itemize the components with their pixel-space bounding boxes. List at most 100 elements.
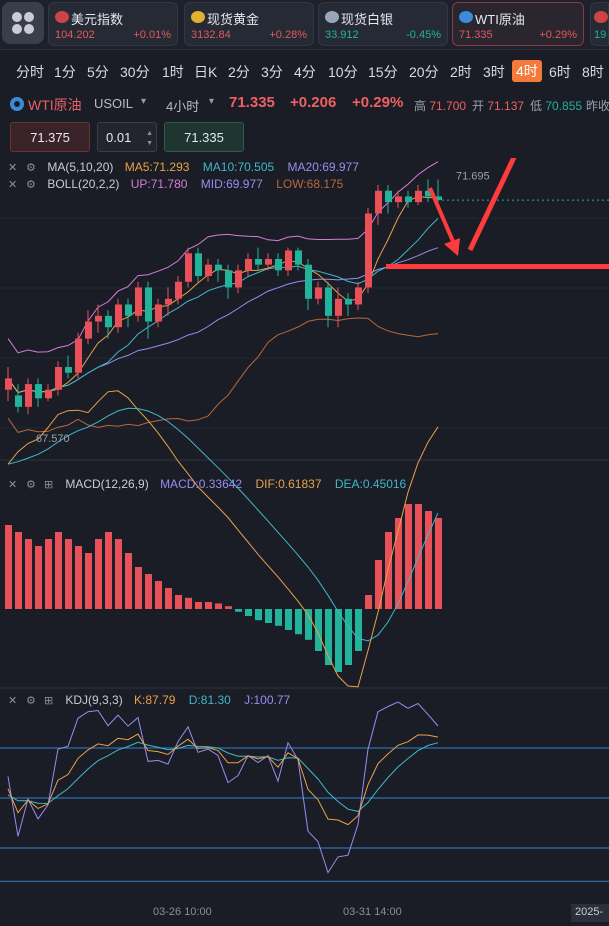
tab-10m[interactable]: 10分 [328, 64, 358, 80]
sell-price-box[interactable]: 71.375 [10, 122, 90, 152]
candle-body [395, 196, 402, 203]
macd-bar [385, 532, 392, 609]
close-icon[interactable]: ✕ [8, 695, 18, 707]
candle-body [235, 270, 242, 288]
macd-bar [315, 609, 322, 651]
boll-lower-line [7, 317, 439, 433]
candle-body [85, 321, 92, 339]
tab-daily[interactable]: 日K [194, 64, 218, 80]
candle-body [195, 253, 202, 277]
candle-body [245, 258, 252, 271]
tab-2h[interactable]: 2时 [450, 64, 472, 80]
quote-card-silver[interactable]: 现货白银 33.912 -0.45% [318, 2, 448, 46]
gear-icon[interactable]: ⚙ [26, 162, 36, 174]
quantity-stepper[interactable]: 0.01 ▲ ▼ [97, 122, 157, 152]
quantity-value[interactable]: 0.01 [106, 129, 132, 145]
candle-body [225, 270, 232, 288]
macd-bar [5, 525, 12, 609]
low-price: 低 70.855 [530, 99, 583, 113]
candle-body [155, 304, 162, 322]
quote-price: 71.335 [459, 29, 493, 41]
quote-price: 104.202 [55, 29, 95, 41]
candle-body [205, 264, 212, 277]
tab-20m[interactable]: 20分 [409, 64, 439, 80]
tab-4m[interactable]: 4分 [294, 64, 316, 80]
close-icon[interactable]: ✕ [8, 179, 18, 191]
quote-name: 美元指数 [71, 12, 124, 27]
candle-body [295, 250, 302, 265]
gear-icon[interactable]: ⚙ [26, 179, 36, 191]
interval-label[interactable]: 4小时 [166, 99, 200, 114]
candle-body [5, 378, 12, 390]
tab-timeshare[interactable]: 分时 [16, 64, 44, 80]
candle-body [145, 287, 152, 322]
candle-body [65, 367, 72, 373]
tab-5m[interactable]: 5分 [87, 64, 109, 80]
kdj-legend: ✕ ⚙ ⊞ KDJ(9,3,3) K:87.79 D:81.30 J:100.77 [8, 693, 300, 709]
decrease-icon[interactable]: ▼ [146, 140, 153, 147]
gear-icon[interactable]: ⚙ [26, 695, 36, 707]
tab-4h[interactable]: 4时 [512, 60, 542, 82]
increase-icon[interactable]: ▲ [146, 130, 153, 137]
symbol-code[interactable]: USOIL [94, 96, 134, 111]
quote-card-next[interactable]: 19 [590, 2, 609, 46]
ma10-value: MA10:70.505 [202, 160, 275, 174]
buy-price-box[interactable]: 71.335 [164, 122, 244, 152]
macd-bar [245, 609, 252, 616]
kline-chart[interactable]: 71.695 67.570 [0, 158, 609, 906]
ma-legend: ✕ ⚙ MA(5,10,20) MA5:71.293 MA10:70.505 MA… [8, 160, 369, 176]
tab-3m[interactable]: 3分 [261, 64, 283, 80]
quote-card-usd-index[interactable]: 美元指数 104.202 +0.01% [48, 2, 178, 46]
tab-30m[interactable]: 30分 [120, 64, 150, 80]
ma5-value: MA5:71.293 [124, 160, 190, 174]
quote-card-wti[interactable]: WTI原油 71.335 +0.29% [452, 2, 584, 46]
chevron-down-icon[interactable]: ▾ [141, 96, 147, 107]
candle-body [265, 258, 272, 265]
candle-body [385, 190, 392, 203]
candle-body [165, 298, 172, 305]
quote-name: 现货黄金 [207, 12, 260, 27]
j-value: J:100.77 [244, 693, 291, 707]
close-icon[interactable]: ✕ [8, 162, 18, 174]
dif-line [7, 390, 439, 688]
d-value: D:81.30 [188, 693, 231, 707]
chevron-down-icon[interactable]: ▾ [209, 96, 215, 107]
tab-3h[interactable]: 3时 [483, 64, 505, 80]
quote-price: 3132.84 [191, 29, 231, 41]
expand-icon[interactable]: ⊞ [44, 695, 54, 707]
candle-body [185, 253, 192, 282]
candle-body [125, 304, 132, 316]
tab-8h[interactable]: 8时 [582, 64, 604, 80]
quote-change: +0.01% [133, 29, 171, 41]
tab-6h[interactable]: 6时 [549, 64, 571, 80]
candle-body [435, 196, 442, 201]
dea-line [7, 407, 439, 642]
candle-body [255, 258, 262, 265]
close-icon[interactable]: ✕ [8, 479, 18, 491]
macd-bar [265, 609, 272, 623]
symbol-name[interactable]: WTI原油 [28, 97, 82, 113]
candle-body [135, 287, 142, 316]
gear-icon[interactable]: ⚙ [26, 479, 36, 491]
tab-2m[interactable]: 2分 [228, 64, 250, 80]
arrow-annotation [467, 158, 517, 252]
menu-icon[interactable] [2, 2, 44, 44]
prev-close: 昨收 [586, 99, 609, 113]
tab-1h[interactable]: 1时 [162, 64, 184, 80]
tab-1m[interactable]: 1分 [54, 64, 76, 80]
macd-bar [85, 553, 92, 609]
boll-up-value: UP:71.780 [130, 177, 188, 191]
candle-body [15, 395, 22, 407]
macd-bar [365, 595, 372, 609]
tab-15m[interactable]: 15分 [368, 64, 398, 80]
candle-body [285, 250, 292, 271]
indicator-name: KDJ(9,3,3) [65, 693, 123, 707]
quote-card-gold[interactable]: 现货黄金 3132.84 +0.28% [184, 2, 314, 46]
quote-name: WTI原油 [475, 12, 525, 27]
symbol-header: WTI原油 USOIL ▾ 4小时 ▾ 71.335 +0.206 +0.29%… [0, 92, 609, 116]
candle-body [55, 367, 62, 390]
quote-price: 19 [594, 29, 607, 41]
expand-icon[interactable]: ⊞ [44, 479, 54, 491]
candle-body [75, 338, 82, 373]
macd-bar [205, 602, 212, 609]
